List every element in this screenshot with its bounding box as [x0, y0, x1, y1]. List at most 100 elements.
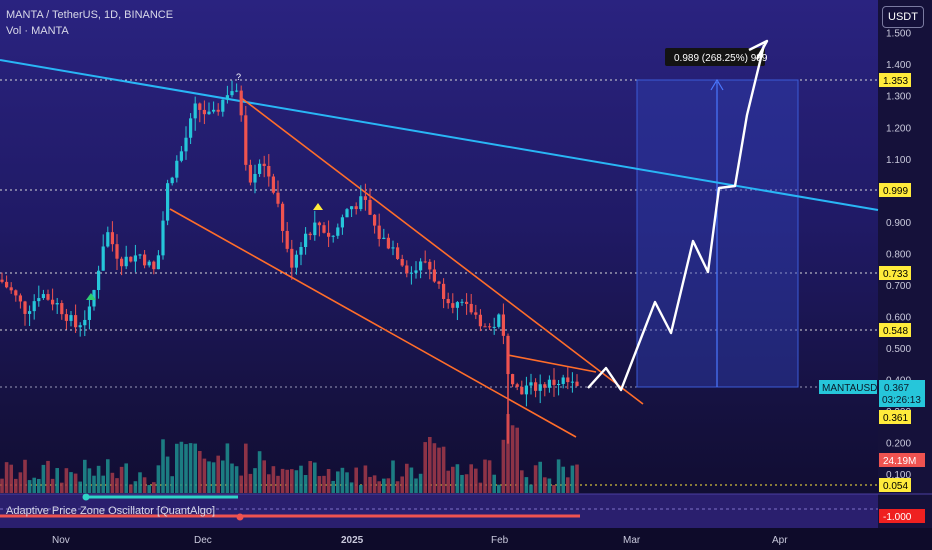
time-axis-panel[interactable] — [0, 528, 932, 550]
price-tick: 1.100 — [886, 155, 911, 166]
candle-body — [239, 90, 243, 116]
volume-bar — [230, 463, 234, 493]
measure-label: 0.989 (268.25%) 989 — [674, 53, 768, 64]
candle-body — [373, 214, 377, 226]
price-tick: 0.600 — [886, 313, 911, 324]
volume-bar — [552, 484, 556, 493]
candle-body — [483, 326, 487, 328]
volume-bar — [129, 484, 133, 493]
projection-path[interactable] — [587, 44, 766, 392]
volume-bar — [4, 462, 9, 493]
descending-trendline[interactable] — [0, 59, 879, 211]
volume-bar — [133, 481, 138, 493]
candle-body — [428, 261, 432, 270]
candle-body — [382, 237, 386, 239]
candle-body — [97, 270, 101, 291]
candle-body — [129, 256, 133, 262]
candle-body — [78, 325, 82, 328]
candle-body — [511, 374, 515, 385]
volume-bar — [492, 474, 496, 493]
volume-bar — [317, 476, 322, 493]
volume-bar — [483, 459, 487, 493]
price-tick: 0.500 — [886, 344, 911, 355]
candle-body — [432, 269, 436, 282]
volume-bar — [533, 465, 538, 493]
volume-bar — [543, 477, 547, 493]
volume-bar — [96, 465, 101, 493]
candle-body — [313, 222, 317, 236]
volume-bar — [510, 425, 515, 493]
currency-button[interactable]: USDT — [882, 6, 924, 28]
candle-body — [345, 209, 349, 218]
volume-bar — [377, 481, 381, 493]
candle-body — [23, 301, 27, 314]
volume-bar — [32, 477, 36, 493]
price-tick: 1.300 — [886, 92, 911, 103]
price-axis-panel[interactable] — [878, 0, 932, 530]
volume-indicator-label[interactable]: Vol · MANTA — [6, 25, 69, 37]
price-tick: 0.900 — [886, 218, 911, 229]
price-tick: 0.200 — [886, 439, 911, 450]
volume-bar — [14, 478, 18, 493]
volume-bar — [340, 467, 345, 493]
candle-body — [354, 206, 358, 210]
candle-body — [304, 233, 308, 248]
volume-bar — [188, 443, 193, 493]
oscillator-label: Adaptive Price Zone Oscillator [QuantAlg… — [6, 505, 215, 517]
candle-body — [120, 258, 124, 267]
candle-body — [294, 254, 298, 268]
volume-bar — [147, 484, 151, 493]
candle-body — [317, 222, 321, 226]
candle-body — [437, 281, 441, 284]
candle-body — [244, 115, 248, 165]
candle-body — [442, 283, 446, 299]
level-tag-0054: 0.054 — [883, 481, 908, 492]
candle-body — [446, 298, 450, 304]
candle-body — [202, 109, 206, 115]
volume-bar — [156, 465, 161, 493]
volume-bar — [267, 474, 271, 493]
volume-bar — [110, 472, 115, 493]
candle-body — [69, 315, 73, 321]
volume-bar — [303, 475, 308, 493]
volume-bar — [50, 478, 55, 493]
candle-body — [60, 303, 64, 315]
candle-body — [83, 319, 87, 326]
price-axis-ticks: 1.5001.4001.3001.2001.1001.0000.9000.800… — [886, 29, 911, 482]
volume-bar — [299, 465, 303, 493]
candle-body — [51, 299, 55, 305]
candlesticks[interactable] — [0, 80, 579, 444]
candle-body — [506, 335, 510, 375]
volume-bar — [152, 482, 156, 493]
candle-body — [248, 164, 252, 183]
candle-body — [14, 290, 18, 296]
time-label-mar: Mar — [623, 535, 641, 546]
price-tick: 1.200 — [886, 123, 911, 134]
candle-body — [460, 301, 464, 303]
candle-body — [41, 294, 45, 299]
candle-body — [529, 382, 533, 386]
candle-body — [455, 302, 459, 308]
volume-bar — [225, 443, 230, 493]
volume-bar — [455, 464, 460, 493]
candle-body — [566, 377, 570, 383]
candle-body — [543, 384, 547, 388]
volume-bar — [409, 467, 414, 493]
price-tick: 0.800 — [886, 249, 911, 260]
price-tick: 0.100 — [886, 470, 911, 481]
volume-bar — [248, 473, 253, 493]
symbol-title[interactable]: MANTA / TetherUS, 1D, BINANCE — [6, 9, 174, 21]
candle-body — [101, 246, 105, 271]
candle-body — [193, 103, 197, 119]
candle-body — [216, 109, 220, 112]
volume-bar — [87, 468, 92, 493]
volume-bar — [478, 482, 483, 493]
volume-bar — [78, 481, 82, 493]
volume-bar — [354, 467, 358, 493]
volume-bar — [349, 482, 354, 493]
candle-body — [386, 237, 390, 249]
volume-bar — [336, 471, 340, 493]
candle-body — [175, 160, 179, 178]
candle-body — [230, 91, 234, 96]
